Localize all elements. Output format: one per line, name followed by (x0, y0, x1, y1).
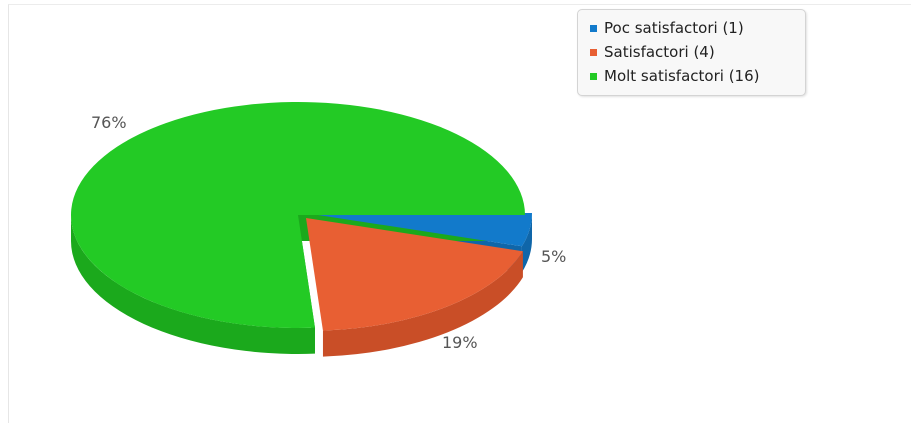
pie-side-satisfactori (322, 251, 523, 357)
legend-label-molt-satisfactori: Molt satisfactori (16) (604, 67, 760, 85)
pie-tops (70, 101, 532, 331)
pie-label-molt-satisfactori: 76% (91, 113, 127, 132)
legend-item-poc-satisfactori[interactable]: Poc satisfactori (1) (590, 16, 805, 40)
pie-slice-molt-satisfactori[interactable] (70, 101, 526, 328)
legend-label-poc-satisfactori: Poc satisfactori (1) (604, 19, 744, 37)
pie-slice-satisfactori[interactable] (306, 218, 523, 331)
pie-label-poc-satisfactori: 5% (541, 247, 566, 266)
legend-swatch-poc-satisfactori (590, 24, 597, 32)
pie-side-molt-satisfactori (71, 215, 315, 354)
legend-label-satisfactori: Satisfactori (4) (604, 43, 715, 61)
pie-slice-poc-satisfactori[interactable] (305, 213, 532, 247)
legend-swatch-satisfactori (590, 48, 597, 56)
legend-item-satisfactori[interactable]: Satisfactori (4) (590, 40, 805, 64)
legend-swatch-molt-satisfactori (590, 72, 597, 80)
legend-item-molt-satisfactori[interactable]: Molt satisfactori (16) (590, 64, 805, 88)
pie-label-satisfactori: 19% (442, 333, 478, 352)
legend: Poc satisfactori (1) Satisfactori (4) Mo… (577, 9, 806, 96)
pie-side-poc-satisfactori (521, 213, 532, 273)
